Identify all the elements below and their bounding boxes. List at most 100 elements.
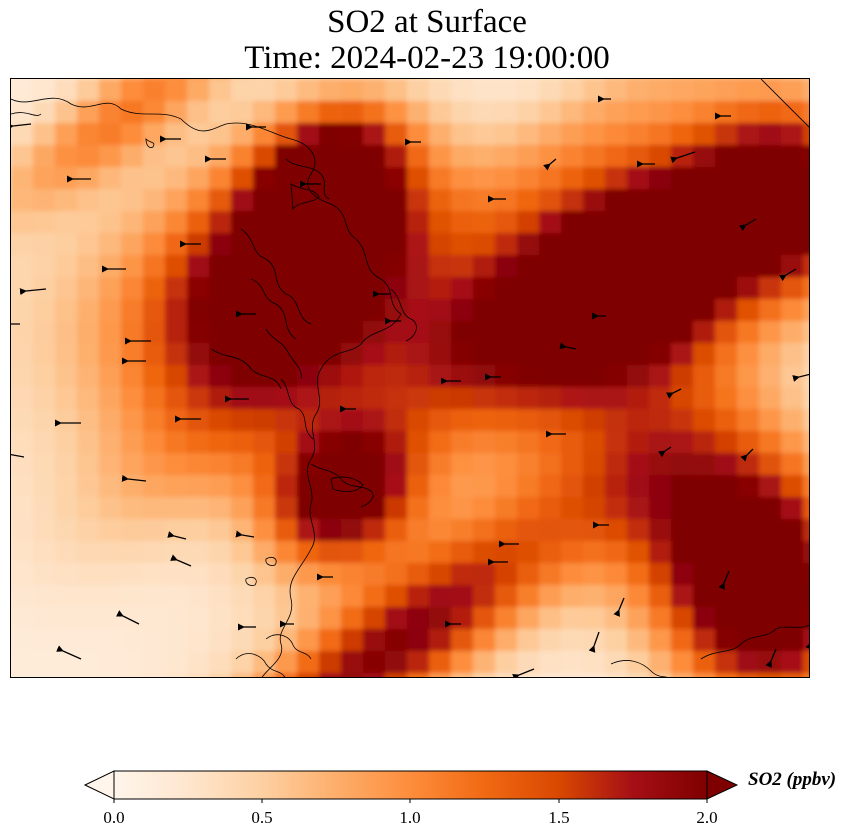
field-cell xyxy=(627,387,650,410)
field-cell xyxy=(55,475,78,498)
field-cell xyxy=(539,365,562,388)
field-cell xyxy=(649,475,672,498)
field-cell xyxy=(187,431,210,454)
field-cell xyxy=(99,277,122,300)
field-cell xyxy=(781,409,804,432)
field-cell xyxy=(99,519,122,542)
field-cell xyxy=(671,673,694,677)
wind-vector-arrow xyxy=(779,268,797,282)
field-cell xyxy=(605,299,628,322)
field-cell xyxy=(803,343,809,366)
field-cell xyxy=(33,255,56,278)
field-cell xyxy=(803,431,809,454)
field-cell xyxy=(121,167,144,190)
field-cell xyxy=(561,343,584,366)
field-cell xyxy=(451,607,474,630)
field-cell xyxy=(11,387,34,410)
field-cell xyxy=(759,607,782,630)
field-cell xyxy=(33,299,56,322)
map-panel[interactable] xyxy=(10,78,810,678)
field-cell xyxy=(473,585,496,608)
field-cell xyxy=(781,79,804,102)
field-cell xyxy=(583,123,606,146)
field-cell xyxy=(99,541,122,564)
field-cell xyxy=(363,255,386,278)
field-cell xyxy=(231,211,254,234)
field-cell xyxy=(737,607,760,630)
field-cell xyxy=(693,299,716,322)
field-cell xyxy=(693,497,716,520)
field-cell xyxy=(275,585,298,608)
field-cell xyxy=(539,233,562,256)
field-cell xyxy=(77,409,100,432)
field-cell xyxy=(451,585,474,608)
field-cell xyxy=(627,233,650,256)
field-cell xyxy=(297,607,320,630)
field-cell xyxy=(297,211,320,234)
field-cell xyxy=(209,629,232,652)
field-cell xyxy=(77,189,100,212)
field-cell xyxy=(429,79,452,102)
field-cell xyxy=(803,123,809,146)
field-cell xyxy=(33,167,56,190)
field-cell xyxy=(143,79,166,102)
field-cell xyxy=(517,167,540,190)
so2-field-map xyxy=(11,79,809,677)
field-cell xyxy=(407,563,430,586)
field-cell xyxy=(539,101,562,124)
field-cell xyxy=(517,497,540,520)
field-cell xyxy=(121,519,144,542)
field-cell xyxy=(539,79,562,102)
field-cell xyxy=(561,233,584,256)
field-cell xyxy=(803,277,809,300)
field-cell xyxy=(99,585,122,608)
field-cell xyxy=(385,607,408,630)
field-cell xyxy=(737,211,760,234)
field-cell xyxy=(165,607,188,630)
field-cell xyxy=(165,629,188,652)
field-cell xyxy=(407,189,430,212)
field-cell xyxy=(781,519,804,542)
field-cell xyxy=(495,585,518,608)
field-cell xyxy=(385,563,408,586)
field-cell xyxy=(121,343,144,366)
field-cell xyxy=(187,475,210,498)
field-cell xyxy=(451,343,474,366)
field-cell xyxy=(231,563,254,586)
field-cell xyxy=(759,255,782,278)
field-cell xyxy=(759,673,782,677)
field-cell xyxy=(737,519,760,542)
field-cell xyxy=(143,629,166,652)
field-cell xyxy=(649,189,672,212)
field-cell xyxy=(187,563,210,586)
field-cell xyxy=(385,497,408,520)
field-cell xyxy=(803,79,809,102)
field-cell xyxy=(55,431,78,454)
field-cell xyxy=(275,299,298,322)
field-cell xyxy=(649,409,672,432)
field-cell xyxy=(583,211,606,234)
field-cell xyxy=(605,607,628,630)
field-cell xyxy=(429,607,452,630)
field-cell xyxy=(715,255,738,278)
field-cell xyxy=(143,409,166,432)
field-cell xyxy=(187,629,210,652)
field-cell xyxy=(363,145,386,168)
field-cell xyxy=(407,145,430,168)
field-cell xyxy=(253,365,276,388)
field-cell xyxy=(583,585,606,608)
field-cell xyxy=(803,519,809,542)
field-cell xyxy=(649,585,672,608)
field-cell xyxy=(451,541,474,564)
field-cell xyxy=(627,497,650,520)
field-cell xyxy=(693,651,716,674)
field-cell xyxy=(187,299,210,322)
field-cell xyxy=(209,277,232,300)
field-cell xyxy=(451,673,474,677)
field-cell xyxy=(517,629,540,652)
field-cell xyxy=(583,277,606,300)
field-cell xyxy=(759,321,782,344)
field-cell xyxy=(11,541,34,564)
field-cell xyxy=(803,211,809,234)
field-cell xyxy=(671,321,694,344)
